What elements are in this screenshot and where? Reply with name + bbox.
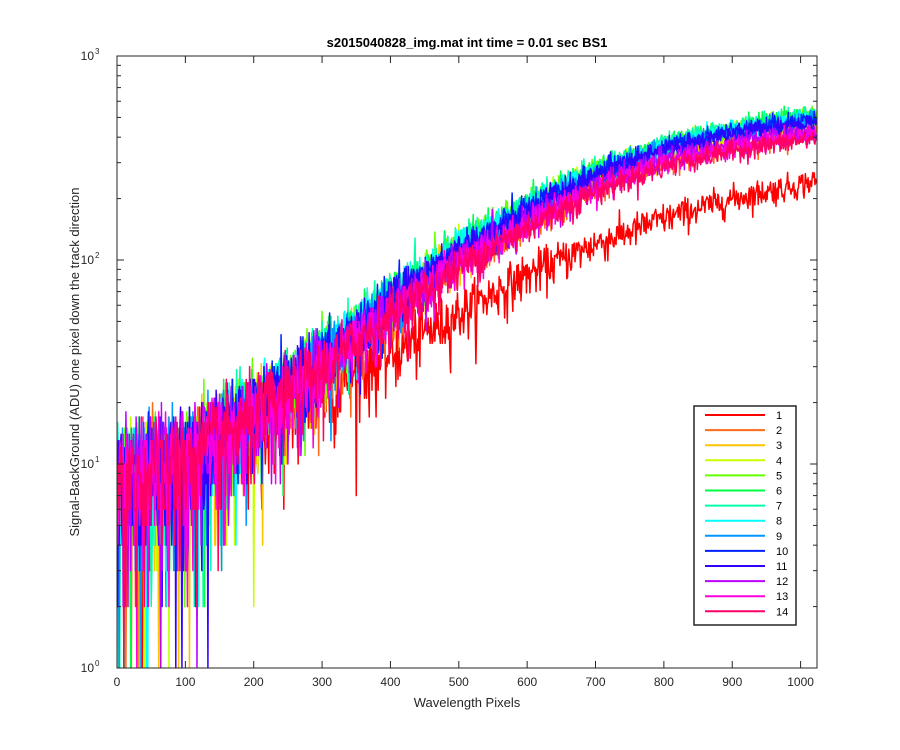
y-tick-label: 10: [81, 253, 95, 267]
x-tick-label: 300: [312, 675, 332, 689]
y-tick-label: 10: [81, 661, 95, 675]
x-axis-label: Wavelength Pixels: [414, 695, 521, 710]
legend-label-11: 11: [776, 561, 787, 573]
y-tick-exponent: 2: [95, 251, 100, 260]
x-tick-label: 100: [175, 675, 195, 689]
legend-label-9: 9: [776, 531, 782, 543]
legend-label-10: 10: [776, 546, 788, 558]
y-tick-label: 10: [81, 457, 95, 471]
x-tick-label: 1000: [787, 675, 814, 689]
x-tick-label: 200: [244, 675, 264, 689]
legend-label-3: 3: [776, 440, 782, 452]
legend-label-2: 2: [776, 425, 782, 437]
x-tick-label: 600: [517, 675, 537, 689]
legend-label-12: 12: [776, 576, 788, 588]
y-axis-label: Signal-BackGround (ADU) one pixel down t…: [67, 187, 82, 536]
y-tick-label: 10: [81, 49, 95, 63]
legend-label-6: 6: [776, 486, 782, 498]
legend-label-1: 1: [776, 410, 782, 422]
axes-box: [116, 55, 818, 669]
legend-label-13: 13: [776, 591, 788, 603]
x-tick-label: 400: [380, 675, 400, 689]
legend-label-4: 4: [776, 455, 782, 467]
legend-label-7: 7: [776, 501, 782, 513]
x-tick-label: 800: [654, 675, 674, 689]
y-tick-exponent: 3: [95, 47, 100, 56]
series-layer: [117, 105, 817, 668]
y-tick-exponent: 1: [95, 455, 100, 464]
x-tick-label: 700: [586, 675, 606, 689]
x-tick-label: 0: [114, 675, 121, 689]
legend-box: [693, 405, 797, 626]
x-tick-label: 500: [449, 675, 469, 689]
series-line-14: [117, 131, 817, 668]
y-tick-exponent: 0: [95, 659, 100, 668]
legend-label-8: 8: [776, 516, 782, 528]
chart-title: s2015040828_img.mat int time = 0.01 sec …: [327, 35, 608, 50]
legend-label-14: 14: [776, 606, 788, 618]
legend-label-5: 5: [776, 470, 782, 482]
x-tick-label: 900: [722, 675, 742, 689]
